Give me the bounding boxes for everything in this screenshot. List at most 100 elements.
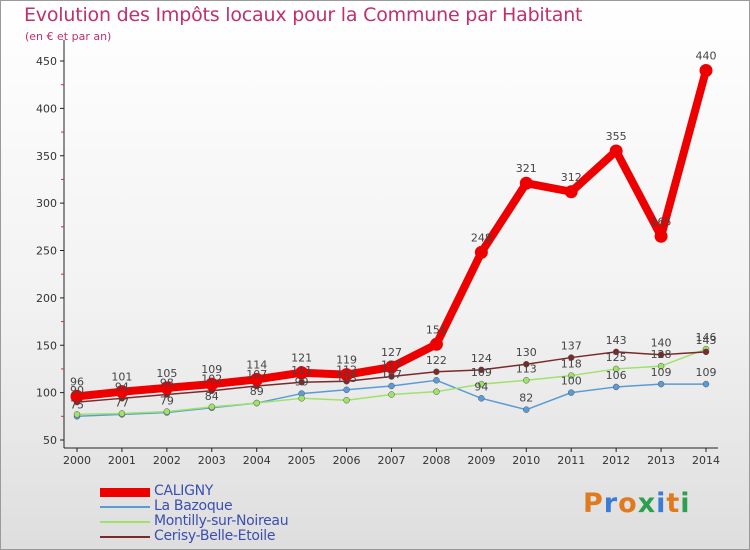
data-label: 119 bbox=[336, 354, 357, 367]
logo-letter: t bbox=[666, 488, 681, 519]
data-label: 100 bbox=[561, 375, 582, 388]
data-point bbox=[298, 395, 305, 402]
data-point bbox=[567, 354, 575, 361]
logo-letter: x bbox=[637, 488, 657, 519]
data-point bbox=[115, 385, 129, 399]
x-tick-label: 2004 bbox=[243, 454, 271, 467]
x-tick-label: 2002 bbox=[153, 454, 181, 467]
data-label: 440 bbox=[696, 49, 717, 62]
data-point bbox=[433, 388, 440, 395]
data-label: 98 bbox=[160, 377, 174, 390]
data-point bbox=[250, 372, 264, 386]
data-label: 130 bbox=[516, 346, 537, 359]
data-label: 355 bbox=[606, 130, 627, 143]
data-label: 102 bbox=[201, 373, 222, 386]
legend-swatch bbox=[100, 488, 150, 497]
data-point bbox=[433, 377, 440, 384]
data-label: 77 bbox=[115, 396, 129, 409]
data-point bbox=[160, 381, 174, 395]
data-label: 112 bbox=[336, 363, 357, 376]
data-label: 127 bbox=[381, 346, 402, 359]
y-tick-label: 250 bbox=[36, 245, 57, 258]
data-point bbox=[564, 185, 578, 199]
data-point bbox=[388, 391, 395, 398]
y-tick-label: 150 bbox=[36, 339, 57, 352]
x-tick-label: 2007 bbox=[378, 454, 406, 467]
data-label: 265 bbox=[651, 215, 672, 228]
data-point bbox=[523, 377, 530, 384]
data-point bbox=[702, 380, 710, 388]
legend-label: Montilly-sur-Noireau bbox=[154, 513, 289, 529]
data-label: 114 bbox=[246, 358, 267, 371]
data-label: 124 bbox=[471, 352, 492, 365]
data-point bbox=[70, 389, 84, 403]
data-label: 89 bbox=[250, 385, 264, 398]
data-point bbox=[657, 362, 665, 370]
data-point bbox=[612, 365, 620, 373]
data-label: 109 bbox=[471, 366, 492, 379]
data-label: 82 bbox=[519, 392, 533, 405]
x-tick-label: 2006 bbox=[333, 454, 361, 467]
data-point bbox=[702, 348, 710, 356]
data-label: 99 bbox=[295, 376, 309, 389]
data-point bbox=[657, 380, 665, 388]
data-point bbox=[478, 395, 485, 402]
x-tick-label: 2011 bbox=[557, 454, 585, 467]
data-point bbox=[163, 408, 171, 415]
data-point bbox=[253, 399, 260, 407]
data-label: 75 bbox=[70, 398, 84, 411]
data-label: 128 bbox=[651, 348, 672, 361]
logo-letter: r bbox=[603, 488, 619, 519]
y-tick-label: 350 bbox=[36, 150, 57, 163]
data-point bbox=[657, 351, 665, 358]
data-label: 121 bbox=[291, 352, 312, 365]
data-label: 109 bbox=[696, 366, 717, 379]
data-point bbox=[612, 383, 620, 391]
data-label: 143 bbox=[696, 334, 717, 347]
data-point bbox=[385, 360, 398, 374]
legend-swatch bbox=[100, 521, 150, 523]
chart-subtitle: (en € et par an) bbox=[25, 30, 112, 43]
x-tick-label: 2010 bbox=[512, 454, 540, 467]
data-label: 105 bbox=[156, 367, 177, 380]
data-label: 118 bbox=[561, 358, 582, 371]
data-label: 103 bbox=[336, 372, 357, 385]
data-label: 90 bbox=[70, 384, 84, 397]
data-point bbox=[609, 144, 623, 158]
data-label: 117 bbox=[381, 359, 402, 372]
data-label: 321 bbox=[516, 162, 537, 175]
data-point bbox=[612, 348, 620, 356]
data-point bbox=[478, 366, 485, 374]
x-tick-label: 2012 bbox=[602, 454, 630, 467]
legend-label: CALIGNY bbox=[154, 483, 214, 499]
y-tick-label: 300 bbox=[36, 197, 57, 210]
data-label: 94 bbox=[474, 380, 488, 393]
data-point bbox=[567, 389, 575, 396]
y-tick-label: 200 bbox=[36, 292, 57, 305]
proxiti-logo: Proxiti bbox=[583, 488, 691, 519]
data-point bbox=[73, 411, 81, 418]
data-label: 94 bbox=[115, 380, 129, 393]
data-point bbox=[567, 372, 575, 379]
x-tick-label: 2013 bbox=[647, 454, 675, 467]
data-label: 140 bbox=[651, 337, 672, 350]
data-point bbox=[208, 403, 216, 411]
data-label: 106 bbox=[606, 369, 627, 382]
data-label: 248 bbox=[471, 231, 492, 244]
x-tick-label: 2005 bbox=[288, 454, 316, 467]
legend-label: La Bazoque bbox=[154, 498, 233, 514]
y-tick-label: 100 bbox=[36, 387, 57, 400]
y-tick-label: 50 bbox=[43, 434, 57, 447]
legend-swatch bbox=[100, 506, 150, 508]
logo-letter: i bbox=[680, 488, 691, 519]
data-point bbox=[523, 406, 530, 413]
data-label: 107 bbox=[381, 368, 402, 381]
data-point bbox=[205, 377, 219, 391]
data-point bbox=[474, 245, 488, 259]
data-point bbox=[295, 366, 309, 380]
x-tick-label: 2014 bbox=[692, 454, 720, 467]
x-tick-label: 2003 bbox=[198, 454, 226, 467]
data-label: 137 bbox=[561, 340, 582, 353]
data-label: 146 bbox=[696, 331, 717, 344]
data-label: 113 bbox=[516, 362, 537, 375]
